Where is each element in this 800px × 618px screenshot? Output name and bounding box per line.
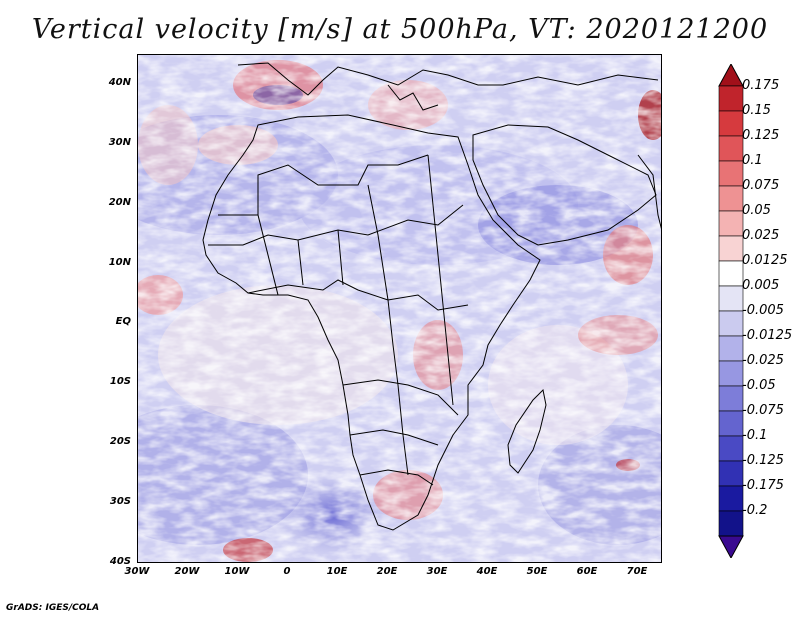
chart-title: Vertical velocity [m/s] at 500hPa, VT: 2… xyxy=(31,14,769,45)
colorbar-swatch xyxy=(718,360,744,387)
lat-label: 40S xyxy=(109,556,131,567)
lon-label: 30E xyxy=(426,566,448,577)
colorbar-swatch xyxy=(718,385,744,412)
lon-label: 0 xyxy=(283,566,291,577)
colorbar-tick-label: 0.1 xyxy=(742,153,763,168)
colorbar-tick-label: 0.125 xyxy=(742,128,780,143)
lat-label: 20S xyxy=(109,436,131,448)
india-coastline xyxy=(637,154,661,230)
madagascar-coastline xyxy=(507,388,547,474)
colorbar-tick-label: -0.2 xyxy=(742,503,768,518)
lon-label: 20E xyxy=(376,566,398,577)
colorbar-tick-label: 0.025 xyxy=(742,228,780,243)
colorbar-tick-label: -0.05 xyxy=(742,378,776,393)
colorbar-swatch xyxy=(718,285,744,312)
colorbar-tick-label: 0.05 xyxy=(742,203,771,218)
lat-label: 30S xyxy=(109,496,131,508)
colorbar-tick-label: 0.0125 xyxy=(742,253,788,268)
colorbar-swatch xyxy=(718,260,744,287)
colorbar-swatch xyxy=(718,435,744,462)
lat-label: 30N xyxy=(108,136,131,148)
colorbar-swatch xyxy=(718,460,744,487)
coastlines xyxy=(202,62,661,531)
colorbar-top-arrow xyxy=(718,64,744,87)
colorbar-swatch xyxy=(718,510,744,537)
footer-credit: GrADS: IGES/COLA xyxy=(6,603,100,613)
colorbar-swatch xyxy=(718,210,744,237)
lon-label: 50E xyxy=(526,566,548,577)
colorbar-tick-label: -0.075 xyxy=(742,403,784,418)
colorbar-tick-label: 0.175 xyxy=(742,78,780,93)
colorbar-tick-label: 0.075 xyxy=(742,178,780,193)
colorbar-swatch xyxy=(718,410,744,437)
colorbar-tick-label: -0.125 xyxy=(742,453,784,468)
colorbar-swatch xyxy=(718,185,744,212)
colorbar xyxy=(718,64,744,558)
colorbar-tick-label: -0.0125 xyxy=(742,328,793,343)
colorbar-swatch xyxy=(718,235,744,262)
colorbar-tick-label: 0.15 xyxy=(742,103,771,118)
lat-label: 10S xyxy=(109,376,131,388)
lon-label: 30W xyxy=(124,566,150,577)
colorbar-swatch xyxy=(718,310,744,337)
lon-label: 20W xyxy=(174,566,200,577)
lat-label: 40N xyxy=(108,76,131,88)
africa-coastline xyxy=(202,114,541,531)
texture-overlay xyxy=(138,55,661,562)
colorbar-swatch xyxy=(718,160,744,187)
colorbar-tick-label: -0.175 xyxy=(742,478,784,493)
colorbar-tick-label: -0.005 xyxy=(742,303,784,318)
lon-label: 10W xyxy=(224,566,250,577)
europe-coastline xyxy=(237,62,659,96)
lon-label: 60E xyxy=(576,566,598,577)
colorbar-swatch xyxy=(718,110,744,137)
arabia-coastline xyxy=(472,124,657,246)
colorbar-swatch xyxy=(718,335,744,362)
colorbar-swatch xyxy=(718,85,744,112)
colorbar-bottom-arrow xyxy=(718,535,744,558)
colorbar-swatch xyxy=(718,485,744,512)
vertical-velocity-field xyxy=(138,55,661,562)
lon-label: 70E xyxy=(626,566,648,577)
lat-label: 20N xyxy=(108,196,131,208)
colorbar-tick-label: 0.005 xyxy=(742,278,780,293)
lat-label: 10N xyxy=(108,256,131,268)
colorbar-tick-label: -0.025 xyxy=(742,353,784,368)
lon-label: 10E xyxy=(326,566,348,577)
colorbar-swatch xyxy=(718,135,744,162)
map-panel xyxy=(137,54,662,563)
lat-label: EQ xyxy=(115,316,131,328)
lon-label: 40E xyxy=(476,566,498,577)
colorbar-tick-label: -0.1 xyxy=(742,428,768,443)
